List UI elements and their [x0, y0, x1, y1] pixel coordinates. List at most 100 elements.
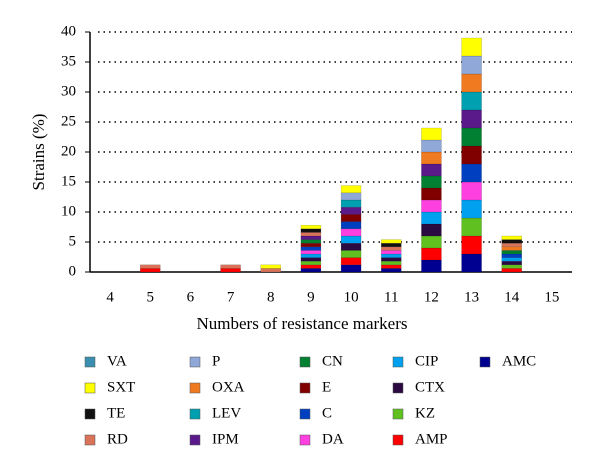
y-tick-label: 40 [61, 23, 76, 39]
bar-segment [300, 246, 322, 251]
legend-label: KZ [415, 405, 435, 421]
bar-segment [381, 246, 402, 251]
legend-label: SXT [107, 379, 135, 395]
bar-segment [340, 257, 362, 266]
bar-segment [501, 257, 522, 262]
bar-segment [421, 175, 442, 189]
bar-segment [501, 239, 522, 244]
bar-segment [461, 73, 482, 93]
legend-label: P [212, 353, 220, 369]
legend-label: C [322, 405, 332, 421]
legend-swatch [392, 356, 404, 368]
legend-swatch [299, 382, 311, 394]
bar-segment [340, 228, 362, 237]
legend-label: E [322, 379, 331, 395]
x-tick-label: 12 [424, 289, 439, 305]
bar-segment [340, 185, 362, 194]
legend-swatch [84, 382, 96, 394]
bar-segment [421, 199, 442, 213]
bar-segment [300, 235, 322, 240]
y-tick-label: 10 [61, 203, 76, 219]
bar-segment [461, 199, 482, 219]
bar-segment [381, 253, 402, 258]
legend-label: AMC [502, 353, 536, 369]
bar-segment [381, 264, 402, 269]
legend-label: RD [107, 431, 128, 447]
bar-segment [340, 242, 362, 251]
y-tick-label: 30 [61, 83, 76, 99]
bar-segment [300, 268, 322, 273]
bar-segment [340, 214, 362, 222]
bar-segment [461, 145, 482, 165]
bar-segment [501, 246, 522, 251]
bar-segment [381, 250, 402, 255]
bar-segment [300, 239, 322, 244]
legend-swatch [479, 356, 491, 368]
bar-segment [140, 268, 161, 273]
legend-swatch [189, 434, 201, 446]
bar-segment [340, 192, 362, 201]
bar-segment [220, 264, 241, 269]
legend-label: CTX [415, 379, 445, 395]
bar-segment [461, 127, 482, 147]
bar-segment [300, 242, 322, 248]
legend-swatch [392, 408, 404, 420]
bar-segment [421, 211, 442, 225]
legend-swatch [84, 408, 96, 420]
y-tick-label: 15 [61, 173, 76, 189]
legend-swatch [84, 356, 96, 368]
x-tick-label: 13 [464, 289, 479, 305]
x-tick-label: 6 [187, 289, 195, 305]
legend-swatch [189, 356, 201, 368]
x-tick-label: 15 [544, 289, 559, 305]
legend-swatch [84, 434, 96, 446]
bar-segment [421, 163, 442, 177]
bar-segment [461, 235, 482, 255]
legend-swatch [392, 382, 404, 394]
bar-segment [381, 239, 402, 244]
legend-label: IPM [212, 431, 239, 447]
bar-segment [340, 235, 362, 244]
bar-segment [381, 260, 402, 266]
bar-segment [300, 253, 322, 258]
bar-segment [501, 250, 522, 255]
bar-segment [461, 109, 482, 129]
bar-segment [300, 260, 322, 266]
bar-segment [140, 264, 161, 269]
bar-segment [421, 235, 442, 249]
bar-segment [461, 55, 482, 75]
x-tick-label: 10 [344, 289, 359, 305]
x-tick-label: 9 [307, 289, 315, 305]
legend-swatch [299, 356, 311, 368]
bar-segment [340, 206, 362, 215]
bar-segment [300, 257, 322, 262]
x-tick-label: 8 [267, 289, 275, 305]
legend-swatch [392, 434, 404, 446]
legend-label: DA [322, 431, 344, 447]
bar-segment [300, 232, 322, 237]
bar-segment [461, 253, 482, 273]
bar-segment [501, 242, 522, 248]
x-tick-label: 14 [504, 289, 520, 305]
legend-label: AMP [415, 431, 448, 447]
bar-segment [501, 253, 522, 258]
bar-segment [461, 163, 482, 183]
legend-swatch [189, 408, 201, 420]
bar-segment [300, 264, 322, 269]
bar-segment [421, 247, 442, 261]
legend-swatch [299, 408, 311, 420]
y-tick-label: 20 [61, 143, 76, 159]
bar-segment [340, 221, 362, 230]
x-tick-label: 5 [147, 289, 155, 305]
bar-segment [260, 268, 281, 273]
bar-segment [501, 264, 522, 269]
x-tick-label: 11 [384, 289, 398, 305]
y-tick-label: 5 [69, 233, 77, 249]
legend-label: TE [107, 405, 125, 421]
x-axis-label: Numbers of resistance markers [196, 314, 407, 333]
bar-segment [381, 257, 402, 262]
bar-segment [421, 151, 442, 165]
bar-segment [260, 264, 281, 269]
legend-label: CN [322, 353, 343, 369]
